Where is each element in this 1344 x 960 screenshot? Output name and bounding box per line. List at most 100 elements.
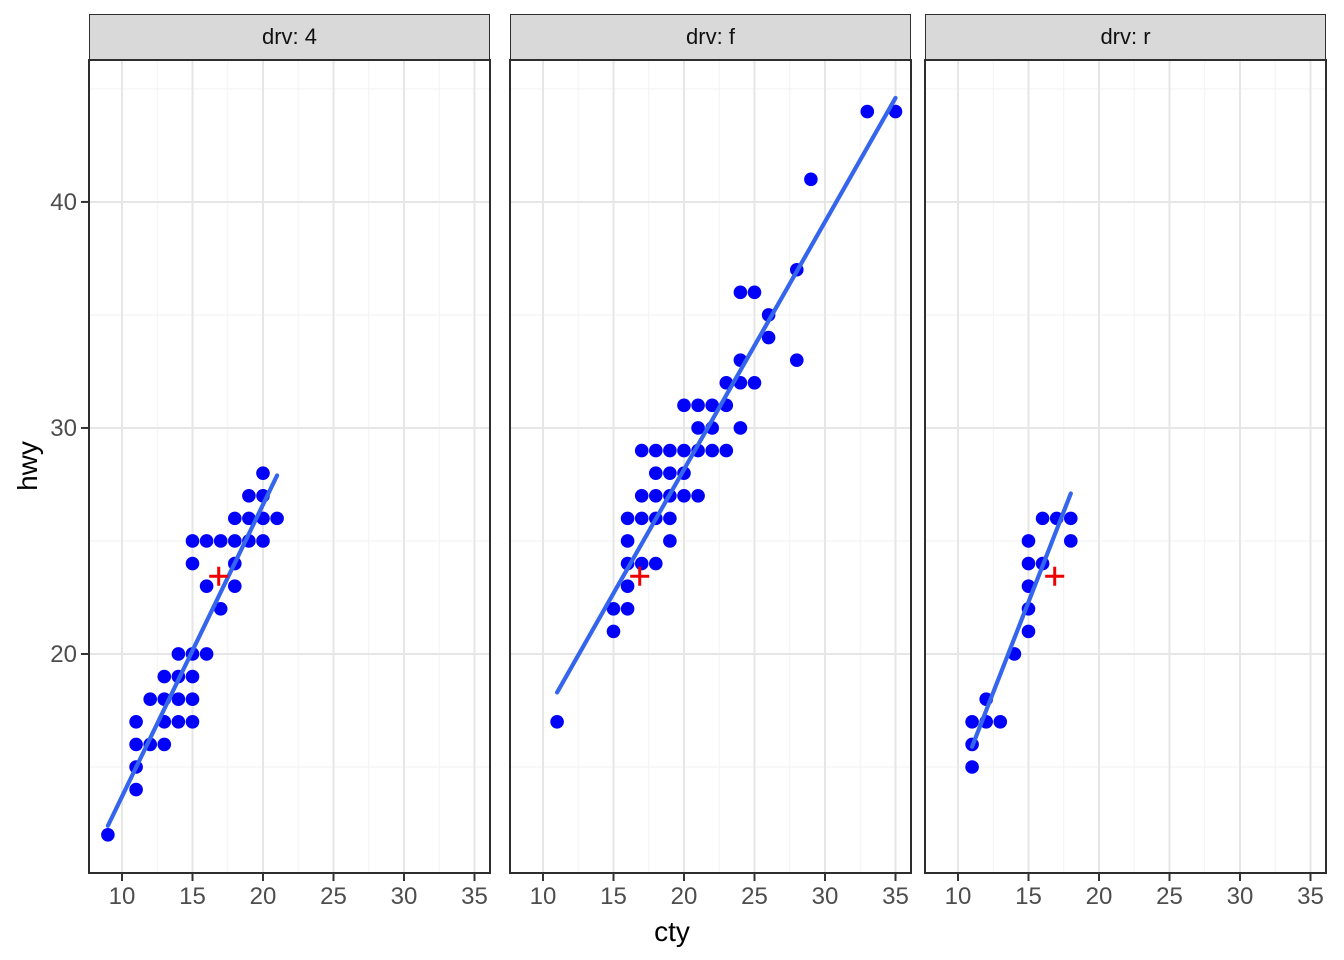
data-point	[691, 398, 705, 413]
data-point	[242, 511, 256, 526]
data-point	[648, 466, 663, 480]
data-point	[993, 714, 1008, 729]
data-point	[733, 285, 748, 300]
x-tick-label: 25	[741, 883, 768, 910]
x-tick-label: 15	[600, 883, 627, 910]
data-point	[663, 511, 677, 526]
data-point	[256, 534, 270, 548]
facet-strip-drv-4: drv: 4	[89, 14, 490, 60]
facet-strip-drv-f: drv: f	[510, 14, 911, 60]
data-point	[185, 714, 200, 729]
x-tick-label: 30	[812, 883, 839, 910]
data-point	[185, 692, 200, 706]
data-point	[171, 692, 186, 706]
data-point	[213, 601, 228, 616]
data-point	[733, 421, 748, 435]
data-point	[199, 534, 214, 548]
data-point	[185, 556, 200, 571]
x-tick-label: 35	[461, 883, 488, 910]
data-point	[227, 511, 242, 526]
data-point	[606, 601, 621, 616]
data-point	[691, 488, 705, 503]
data-point	[677, 398, 691, 413]
data-point	[705, 398, 719, 413]
data-point	[634, 511, 649, 526]
trend-line	[105, 473, 280, 828]
x-tick-label: 25	[320, 883, 347, 910]
panel-background	[510, 60, 911, 873]
data-point	[1021, 624, 1036, 639]
data-point	[620, 511, 635, 526]
data-point	[185, 534, 200, 548]
data-point	[227, 579, 242, 593]
data-point	[171, 647, 186, 661]
x-tick-label: 10	[109, 883, 136, 910]
data-point	[634, 488, 649, 503]
data-point	[213, 534, 228, 548]
data-point	[129, 782, 143, 797]
y-tick-label: 20	[50, 641, 77, 668]
data-point	[1063, 511, 1078, 526]
data-point	[648, 488, 663, 503]
data-point	[157, 737, 172, 752]
x-tick-label: 10	[530, 883, 557, 910]
data-point	[620, 579, 635, 593]
data-point	[663, 466, 677, 480]
data-point	[129, 737, 143, 752]
data-point	[663, 534, 677, 548]
x-tick-label: 20	[671, 883, 698, 910]
data-point	[620, 534, 635, 548]
data-point	[171, 714, 186, 729]
data-point	[677, 488, 691, 503]
data-point	[648, 556, 663, 571]
data-point	[1063, 534, 1078, 548]
data-point	[965, 714, 979, 729]
data-point	[1021, 556, 1036, 571]
data-point	[606, 624, 621, 639]
data-point	[860, 104, 875, 119]
data-point	[101, 828, 115, 842]
panel-border	[924, 59, 1327, 874]
data-point	[157, 669, 172, 684]
x-tick-label: 30	[1227, 883, 1254, 910]
data-point	[185, 669, 200, 684]
x-tick-label: 35	[882, 883, 909, 910]
panel-background	[89, 60, 490, 873]
x-tick-label: 20	[250, 883, 277, 910]
data-point	[747, 375, 762, 390]
data-point	[227, 534, 242, 548]
facet-strip-label: drv: r	[1100, 24, 1151, 49]
y-tick-label: 30	[50, 415, 77, 442]
facet-strip-label: drv: f	[686, 24, 735, 49]
data-point	[270, 511, 284, 526]
data-point	[789, 353, 804, 367]
data-point	[242, 488, 256, 503]
x-tick-label: 25	[1156, 883, 1183, 910]
data-point	[550, 714, 564, 729]
x-tick-label: 30	[391, 883, 418, 910]
data-point	[761, 330, 776, 345]
panel-border	[88, 59, 491, 874]
x-tick-label: 15	[179, 883, 206, 910]
data-point	[1021, 534, 1036, 548]
data-point	[965, 760, 979, 774]
data-point	[256, 466, 270, 480]
data-point	[663, 443, 677, 458]
x-axis-title: cty	[654, 916, 690, 947]
x-tick-label: 15	[1015, 883, 1042, 910]
trend-line	[969, 491, 1073, 749]
data-point	[1035, 511, 1050, 526]
panel-background	[925, 60, 1326, 873]
x-tick-label: 35	[1297, 883, 1324, 910]
panel-border	[509, 59, 912, 874]
data-point	[747, 285, 762, 300]
data-point	[705, 443, 719, 458]
trend-line	[554, 95, 898, 695]
data-point	[691, 421, 705, 435]
y-tick-label: 40	[50, 189, 77, 216]
facet-strip-label: drv: 4	[261, 24, 318, 49]
data-point	[677, 443, 691, 458]
data-point	[199, 647, 214, 661]
data-point	[648, 443, 663, 458]
